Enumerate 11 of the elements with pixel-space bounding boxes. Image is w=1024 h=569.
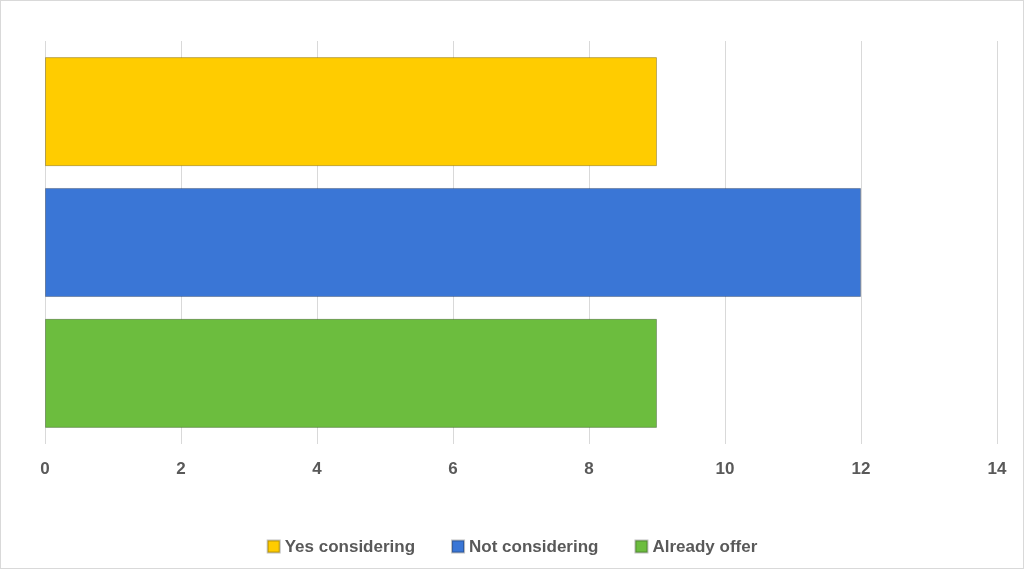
legend-label: Not considering [469, 537, 599, 556]
x-tick-label: 6 [448, 459, 458, 478]
legend-label: Yes considering [284, 537, 416, 556]
x-tick-label: 12 [851, 459, 871, 478]
x-tick-label: 8 [584, 459, 594, 478]
x-tick-label: 10 [715, 459, 735, 478]
legend-label: Already offer [652, 537, 758, 556]
x-tick-label: 14 [987, 459, 1007, 478]
x-tick-label: 0 [40, 459, 50, 478]
x-tick-label: 2 [176, 459, 186, 478]
x-tick-label: 4 [312, 459, 323, 478]
